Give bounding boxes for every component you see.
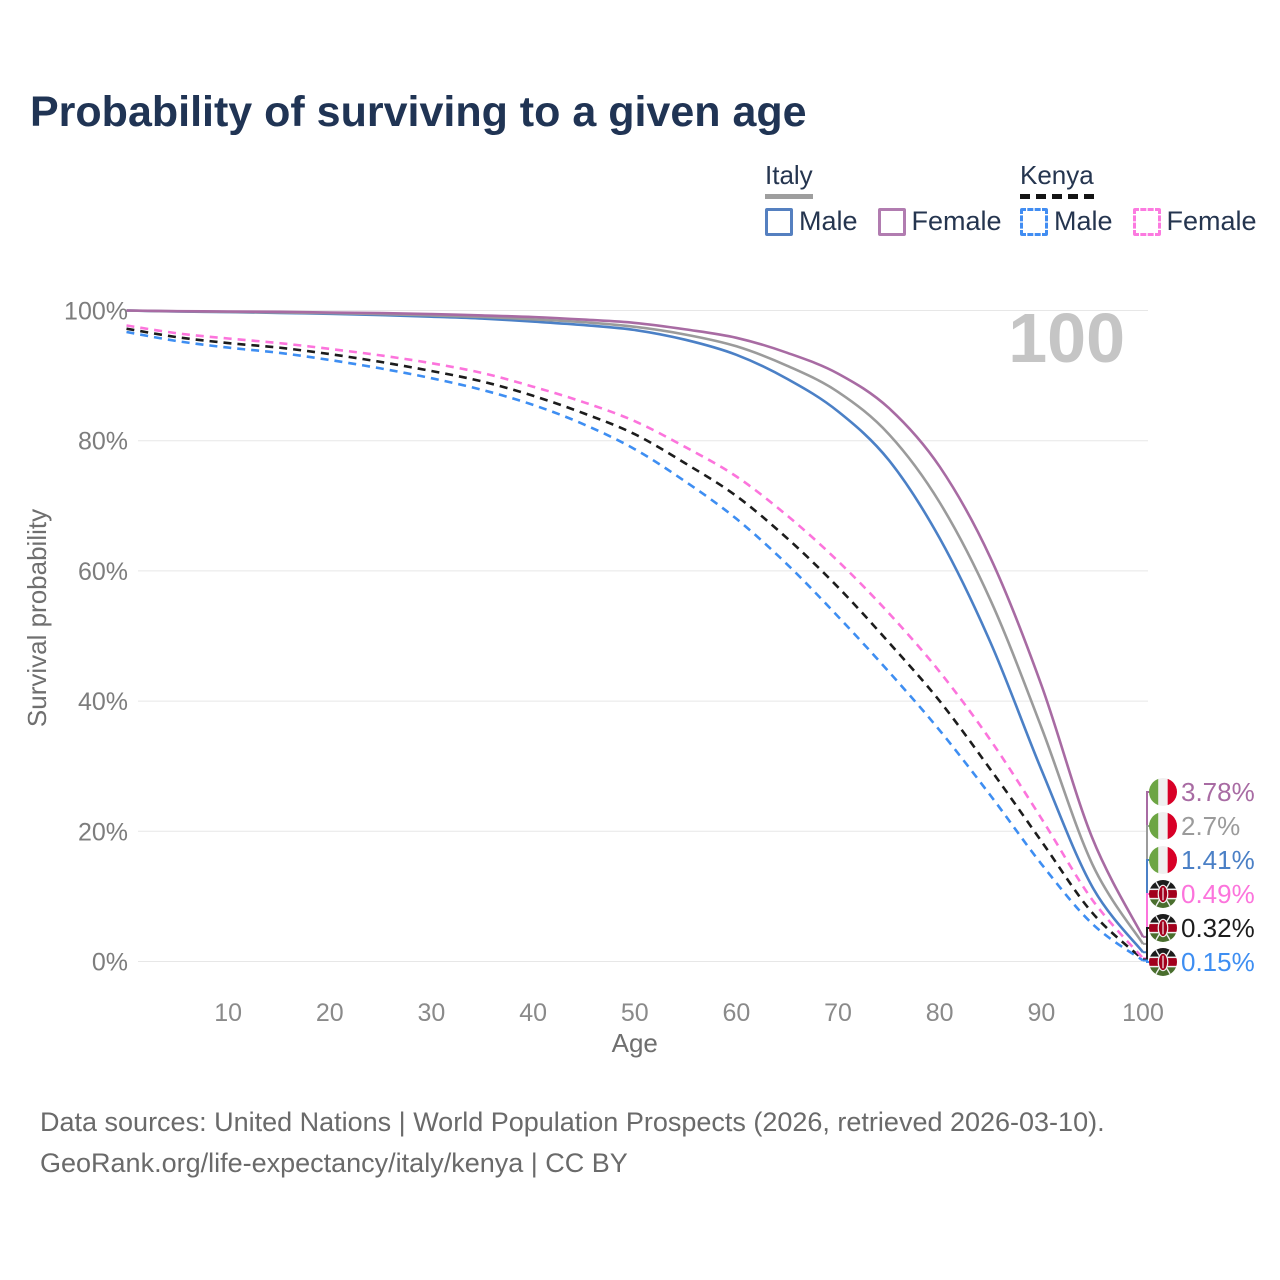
curve-italy-both-sexes[interactable] [126, 309, 1145, 945]
y-tick-60%: 60% [78, 558, 128, 586]
flag-italy-icon [1149, 846, 1177, 874]
legend-kenya-title: Kenya [1020, 160, 1094, 199]
flag-kenya-icon [1149, 880, 1177, 908]
legend-item-kenya-female[interactable]: Female [1132, 206, 1257, 237]
italy-male-swatch-icon [765, 207, 793, 236]
survival-chart[interactable]: 0% 20% 40% 60% 80% 100% 10 20 30 40 50 60 70 80 90 100 A… [0, 0, 1280, 1080]
legend-item-italy-male[interactable]: Male [765, 206, 858, 237]
flag-italy-icon [1149, 778, 1177, 806]
x-tick-20: 20 [316, 999, 344, 1027]
curve-italy-female[interactable] [126, 309, 1145, 938]
legend-item-label: Female [1166, 206, 1257, 236]
hover-age-indicator: 100 [1008, 299, 1125, 377]
page-title: Probability of surviving to a given age [30, 88, 807, 136]
flag-italy-icon [1149, 812, 1177, 840]
legend-item-label: Female [911, 206, 1002, 236]
legend-item-label: Male [799, 206, 858, 236]
y-tick-0%: 0% [92, 949, 128, 977]
source-note-line2: GeoRank.org/life-expectancy/italy/kenya … [40, 1148, 628, 1178]
y-tick-20%: 20% [78, 818, 128, 846]
x-tick-40: 40 [519, 999, 547, 1027]
legend-group-italy: Italy Male Female [765, 160, 1002, 237]
italy-female-swatch-icon [877, 207, 906, 236]
source-note-line1: Data sources: United Nations | World Pop… [40, 1107, 1105, 1137]
flag-kenya-icon [1149, 914, 1177, 942]
end-label-kenya-female: 0.49% [1181, 879, 1255, 909]
y-tick-100%: 100% [64, 298, 128, 326]
x-tick-90: 90 [1027, 999, 1055, 1027]
end-label-kenya-both-sexes: 0.32% [1181, 913, 1255, 943]
x-tick-70: 70 [824, 999, 852, 1027]
end-label-italy-female: 3.78% [1181, 777, 1255, 807]
curve-italy-male[interactable] [126, 309, 1145, 954]
x-tick-60: 60 [722, 999, 750, 1027]
x-tick-100: 100 [1122, 999, 1164, 1027]
source-note: Data sources: United Nations | World Pop… [40, 1102, 1105, 1184]
x-tick-80: 80 [926, 999, 954, 1027]
kenya-male-swatch-icon [1020, 207, 1048, 236]
legend-item-italy-female[interactable]: Female [877, 206, 1002, 237]
x-axis-label: Age [612, 1028, 658, 1058]
legend-item-kenya-male[interactable]: Male [1020, 206, 1113, 237]
legend-item-label: Male [1054, 206, 1113, 236]
curve-kenya-male[interactable] [126, 330, 1144, 962]
x-tick-50: 50 [621, 999, 649, 1027]
legend-italy-title: Italy [765, 160, 813, 199]
curve-kenya-both-sexes[interactable] [126, 327, 1144, 961]
end-label-kenya-male: 0.15% [1181, 947, 1255, 977]
y-axis-label: Survival probability [22, 509, 52, 727]
curve-kenya-female[interactable] [126, 324, 1144, 960]
x-tick-30: 30 [418, 999, 446, 1027]
y-tick-40%: 40% [78, 688, 128, 716]
legend-group-kenya: Kenya Male Female [1020, 160, 1257, 237]
end-label-italy-both-sexes: 2.7% [1181, 811, 1240, 841]
end-label-italy-male: 1.41% [1181, 845, 1255, 875]
y-tick-80%: 80% [78, 428, 128, 456]
x-tick-10: 10 [214, 999, 242, 1027]
kenya-female-swatch-icon [1132, 207, 1161, 236]
flag-kenya-icon [1149, 948, 1177, 976]
